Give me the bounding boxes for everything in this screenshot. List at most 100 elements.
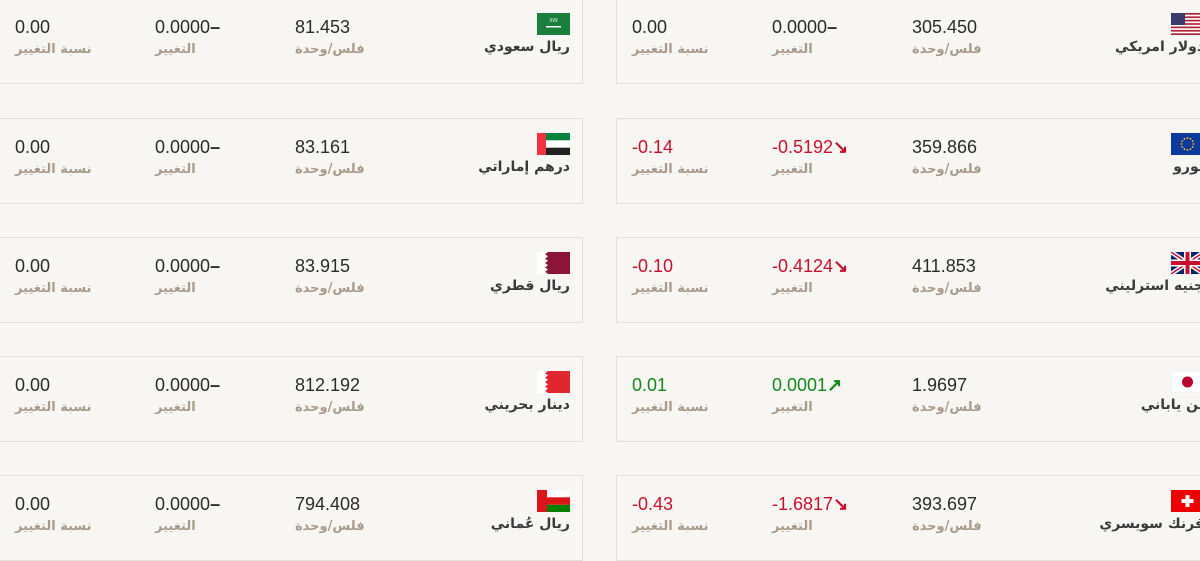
change-value: 0.0000 (155, 375, 211, 395)
change-label: التغيير (772, 42, 813, 57)
change-column: 0.0000– التغيير (772, 15, 837, 61)
change-pct-column: 0.00 نسبة التغيير (15, 15, 92, 61)
currency-card-jp[interactable]: ين ياباني 1.9697 فلس/وحدة 0.0001↗ التغيي… (616, 356, 1200, 442)
arrow-down-right-icon: ↘ (833, 256, 849, 276)
currency-name: ين ياباني (1140, 397, 1200, 413)
change-pct-value: 0.01 (632, 375, 668, 395)
change-value: 0.0000 (155, 256, 211, 276)
change-pct-label: نسبة التغيير (15, 400, 92, 415)
flag-qa-icon (537, 252, 570, 274)
dash-icon: – (210, 494, 221, 514)
price-label: فلس/وحدة (295, 42, 365, 57)
dash-icon: – (210, 17, 221, 37)
price-column: 83.915 فلس/وحدة (295, 254, 365, 300)
price-value: 305.450 (912, 17, 978, 37)
change-pct-column: 0.00 نسبة التغيير (15, 492, 92, 538)
price-label: فلس/وحدة (295, 281, 365, 296)
change-pct-label: نسبة التغيير (15, 162, 92, 177)
change-label: التغيير (155, 400, 196, 415)
svg-text:ﻻﻻﻻ: ﻻﻻﻻ (549, 18, 558, 24)
change-label: التغيير (772, 519, 813, 534)
change-label: التغيير (155, 42, 196, 57)
change-value: -1.6817 (772, 494, 834, 514)
change-label: التغيير (155, 281, 196, 296)
currency-card-sa[interactable]: ﻻﻻﻻ ريال سعودي 81.453 فلس/وحدة 0.0000– ا… (0, 0, 583, 84)
price-value: 359.866 (912, 137, 978, 157)
price-value: 812.192 (295, 375, 361, 395)
change-pct-column: -0.43 نسبة التغيير (632, 492, 709, 538)
change-pct-label: نسبة التغيير (632, 281, 709, 296)
price-label: فلس/وحدة (912, 519, 982, 534)
price-value: 411.853 (912, 256, 976, 276)
change-column: 0.0001↗ التغيير (772, 373, 842, 419)
price-column: 81.453 فلس/وحدة (295, 15, 365, 61)
currency-card-bh[interactable]: دينار بحريني 812.192 فلس/وحدة 0.0000– ال… (0, 356, 583, 442)
change-pct-column: -0.14 نسبة التغيير (632, 135, 709, 181)
price-column: 1.9697 فلس/وحدة (912, 373, 982, 419)
change-pct-value: 0.00 (15, 137, 51, 157)
change-value: 0.0000 (155, 137, 211, 157)
price-value: 1.9697 (912, 375, 968, 395)
price-column: 393.697 فلس/وحدة (912, 492, 982, 538)
change-pct-value: 0.00 (15, 256, 51, 276)
price-column: 359.866 فلس/وحدة (912, 135, 982, 181)
change-pct-value: 0.00 (15, 375, 51, 395)
price-column: 305.450 فلس/وحدة (912, 15, 982, 61)
change-pct-value: 0.00 (15, 494, 51, 514)
currency-card-ch[interactable]: فرنك سويسري 393.697 فلس/وحدة -1.6817↘ ال… (616, 475, 1200, 561)
flag-sa-icon: ﻻﻻﻻ (537, 13, 570, 35)
change-column: 0.0000– التغيير (155, 135, 220, 181)
dash-icon: – (210, 375, 221, 395)
change-column: 0.0000– التغيير (155, 373, 220, 419)
price-label: فلس/وحدة (295, 162, 365, 177)
currency-name: دينار بحريني (484, 397, 570, 413)
price-label: فلس/وحدة (295, 519, 365, 534)
currency-card-gb[interactable]: جنيه استرليني 411.853 فلس/وحدة -0.4124↘ … (616, 237, 1200, 323)
change-value: 0.0000 (155, 494, 211, 514)
change-pct-label: نسبة التغيير (632, 42, 709, 57)
change-value: -0.5192 (772, 137, 834, 157)
price-column: 794.408 فلس/وحدة (295, 492, 365, 538)
change-column: 0.0000– التغيير (155, 15, 220, 61)
change-pct-label: نسبة التغيير (15, 42, 92, 57)
change-pct-column: -0.10 نسبة التغيير (632, 254, 709, 300)
currency-card-ae[interactable]: درهم إماراتي 83.161 فلس/وحدة 0.0000– الت… (0, 118, 583, 204)
currency-name: ريال سعودي (483, 39, 570, 55)
change-pct-value: 0.00 (15, 17, 51, 37)
flag-jp-icon (1171, 371, 1200, 393)
change-pct-column: 0.00 نسبة التغيير (15, 254, 92, 300)
currency-card-qa[interactable]: ريال قطري 83.915 فلس/وحدة 0.0000– التغيي… (0, 237, 583, 323)
change-pct-label: نسبة التغيير (15, 281, 92, 296)
flag-us-icon (1171, 13, 1200, 35)
change-pct-value: -0.14 (632, 137, 674, 157)
currency-name: فرنك سويسري (1099, 516, 1200, 532)
change-pct-value: 0.00 (632, 17, 668, 37)
price-value: 83.915 (295, 256, 351, 276)
currency-name: يورو (1173, 159, 1200, 175)
currency-card-eu[interactable]: يورو 359.866 فلس/وحدة -0.5192↘ التغيير -… (616, 118, 1200, 204)
dash-icon: – (210, 137, 221, 157)
price-label: فلس/وحدة (295, 400, 365, 415)
change-pct-value: -0.43 (632, 494, 674, 514)
change-pct-column: 0.01 نسبة التغيير (632, 373, 709, 419)
change-column: -1.6817↘ التغيير (772, 492, 848, 538)
price-column: 411.853 فلس/وحدة (912, 254, 982, 300)
flag-ch-icon (1171, 490, 1200, 512)
change-pct-label: نسبة التغيير (632, 400, 709, 415)
price-label: فلس/وحدة (912, 162, 982, 177)
change-value: 0.0001 (772, 375, 828, 395)
price-label: فلس/وحدة (912, 42, 982, 57)
currency-name: ريال عُماني (490, 516, 570, 532)
dash-icon: – (210, 256, 221, 276)
change-value: -0.4124 (772, 256, 834, 276)
price-label: فلس/وحدة (912, 281, 982, 296)
change-column: -0.5192↘ التغيير (772, 135, 848, 181)
change-column: 0.0000– التغيير (155, 492, 220, 538)
change-pct-column: 0.00 نسبة التغيير (15, 135, 92, 181)
flag-eu-icon (1171, 133, 1200, 155)
currency-card-us[interactable]: دولار امريكي 305.450 فلس/وحدة 0.0000– ال… (616, 0, 1200, 84)
arrow-up-right-icon: ↗ (827, 375, 843, 395)
currency-card-om[interactable]: ريال عُماني 794.408 فلس/وحدة 0.0000– الت… (0, 475, 583, 561)
price-value: 794.408 (295, 494, 361, 514)
flag-om-icon (537, 490, 570, 512)
